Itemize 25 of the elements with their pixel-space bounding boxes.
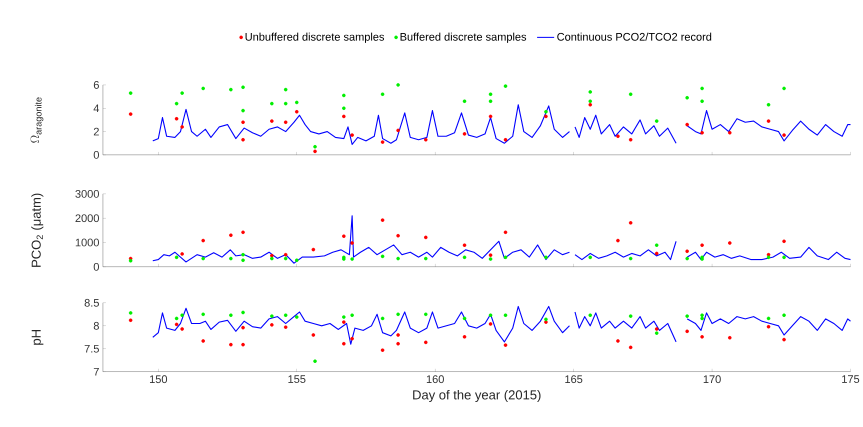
legend-label: Buffered discrete samples: [400, 32, 526, 43]
x-tick-label: 150: [150, 375, 168, 384]
y-tick-label: 3000: [75, 190, 99, 198]
y-axis-title: pH: [32, 330, 44, 345]
y-tick-label: 0: [94, 151, 99, 159]
x-tick-label: 155: [288, 375, 306, 384]
x-axis-title: Day of the year (2015): [413, 390, 541, 402]
x-tick-label: 165: [565, 375, 582, 384]
y-tick-label: 8: [94, 322, 99, 330]
y-tick-label: 2000: [76, 214, 99, 222]
y-axis-title: $\Omega_{\mathrm{aragonite}}$: [30, 98, 44, 143]
y-tick-label: 7.5: [84, 345, 99, 353]
legend-label: Continuous PCO2/TCO2 record: [557, 32, 712, 41]
y-tick-label: 4: [94, 104, 100, 112]
x-tick-label: 170: [704, 375, 721, 384]
x-tick-label: 175: [842, 375, 860, 384]
y-tick-label: 8.5: [84, 299, 99, 307]
x-tick-label: 160: [426, 375, 444, 384]
y-tick-label: 7: [94, 368, 99, 376]
legend-label: Unbuffered discrete samples: [246, 32, 384, 43]
y-tick-label: 0: [94, 263, 99, 271]
y-tick-label: 1000: [76, 238, 99, 247]
y-axis-title: PCO$_{2}$ (μatm): [31, 194, 44, 267]
y-tick-label: 6: [94, 81, 99, 89]
y-tick-label: 2: [94, 128, 99, 136]
